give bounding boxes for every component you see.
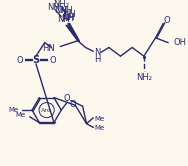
- Text: O: O: [49, 55, 56, 65]
- Text: NH: NH: [64, 10, 76, 19]
- Text: NH: NH: [60, 6, 73, 15]
- Text: Aro: Aro: [41, 108, 52, 113]
- Text: Me: Me: [94, 116, 105, 122]
- Text: Me: Me: [15, 112, 26, 118]
- Text: NH: NH: [47, 2, 60, 11]
- Text: OH: OH: [173, 38, 186, 47]
- Text: NH: NH: [61, 14, 74, 23]
- Text: O: O: [64, 94, 70, 103]
- Text: NH₂: NH₂: [53, 0, 69, 9]
- Text: Me: Me: [94, 125, 105, 131]
- Text: O: O: [70, 100, 76, 109]
- FancyBboxPatch shape: [51, 6, 78, 21]
- Text: NH₂: NH₂: [136, 73, 152, 82]
- Text: N: N: [94, 48, 100, 57]
- FancyBboxPatch shape: [49, 6, 78, 27]
- Text: O: O: [16, 55, 23, 65]
- Text: H: H: [94, 55, 100, 64]
- FancyBboxPatch shape: [51, 6, 70, 16]
- Text: NH: NH: [57, 15, 70, 24]
- Text: HN: HN: [42, 44, 55, 53]
- Text: O: O: [164, 16, 171, 25]
- Text: S: S: [32, 55, 39, 65]
- Text: Me: Me: [8, 107, 18, 113]
- Text: NH: NH: [54, 6, 67, 15]
- Text: NH: NH: [62, 13, 74, 22]
